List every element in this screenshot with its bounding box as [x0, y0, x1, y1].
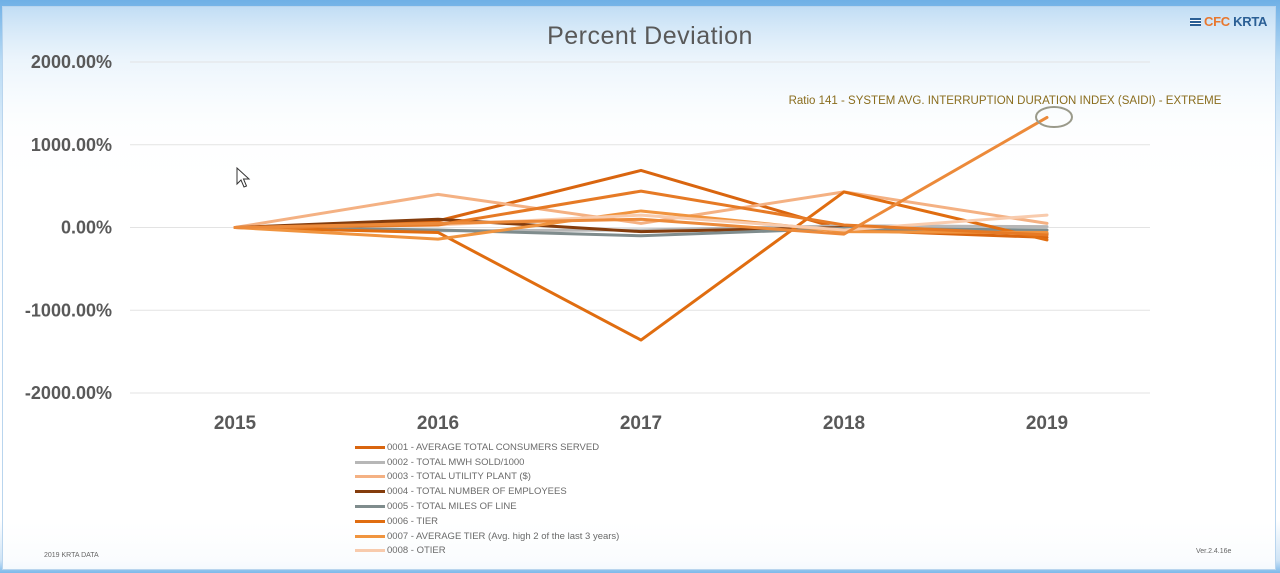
legend-item: 0006 - TIER	[355, 514, 619, 529]
legend-label: 0008 - OTIER	[387, 545, 446, 557]
legend-swatch	[355, 475, 385, 479]
series-line	[233, 190, 1049, 342]
legend-swatch	[355, 534, 385, 538]
series-line	[233, 190, 1049, 229]
y-tick-label: -1000.00%	[25, 300, 112, 320]
legend-item: 0005 - TOTAL MILES OF LINE	[355, 499, 619, 514]
chart-legend: 0001 - AVERAGE TOTAL CONSUMERS SERVED 000…	[355, 440, 619, 558]
saidi-annotation: Ratio 141 - SYSTEM AVG. INTERRUPTION DUR…	[789, 95, 1222, 107]
x-tick-label: 2015	[214, 413, 257, 434]
y-tick-label: -2000.00%	[25, 383, 112, 403]
highlight-circle	[1035, 106, 1073, 128]
logo-krta-text: KRTA	[1229, 14, 1268, 29]
legend-swatch	[355, 445, 385, 449]
series-lines	[233, 115, 1049, 342]
x-tick-label: 2017	[620, 413, 662, 434]
version-label: Ver.2.4.16e	[1196, 548, 1232, 555]
legend-item: 0002 - TOTAL MWH SOLD/1000	[355, 455, 619, 470]
cfc-krta-logo: CFC KRTA	[1190, 14, 1267, 29]
legend-label: 0007 - AVERAGE TIER (Avg. high 2 of the …	[387, 530, 620, 542]
flag-icon	[1190, 18, 1201, 26]
data-source-label: 2019 KRTA DATA	[44, 552, 99, 559]
y-tick-label: 0.00%	[61, 218, 112, 238]
mouse-cursor-icon	[236, 166, 251, 188]
logo-cfc-text: CFC	[1204, 14, 1230, 29]
legend-label: 0003 - TOTAL UTILITY PLANT ($)	[387, 471, 531, 483]
legend-swatch	[355, 490, 385, 494]
legend-swatch	[355, 460, 385, 464]
legend-item: 0003 - TOTAL UTILITY PLANT ($)	[355, 470, 619, 485]
y-axis-ticks: 2000.00% 1000.00% 0.00% -1000.00% -2000.00%	[25, 52, 112, 403]
legend-label: 0005 - TOTAL MILES OF LINE	[387, 501, 517, 513]
y-tick-label: 1000.00%	[31, 135, 112, 155]
legend-swatch	[355, 519, 385, 523]
series-line	[233, 209, 1049, 241]
y-tick-label: 2000.00%	[31, 52, 112, 72]
legend-label: 0002 - TOTAL MWH SOLD/1000	[387, 456, 525, 468]
legend-label: 0006 - TIER	[387, 515, 439, 527]
chart-panel	[2, 6, 1276, 570]
legend-label: 0004 - TOTAL NUMBER OF EMPLOYEES	[387, 486, 567, 498]
legend-item: 0001 - AVERAGE TOTAL CONSUMERS SERVED	[355, 440, 619, 455]
series-line	[233, 115, 1049, 236]
x-tick-label: 2016	[417, 413, 459, 434]
legend-item: 0007 - AVERAGE TIER (Avg. high 2 of the …	[355, 529, 619, 544]
legend-item: 0004 - TOTAL NUMBER OF EMPLOYEES	[355, 484, 619, 499]
legend-item: 0008 - OTIER	[355, 544, 619, 559]
legend-swatch	[355, 549, 385, 553]
x-tick-label: 2018	[823, 413, 865, 434]
chart-title: Percent Deviation	[547, 22, 753, 50]
legend-swatch	[355, 505, 385, 509]
legend-label: 0001 - AVERAGE TOTAL CONSUMERS SERVED	[387, 441, 600, 453]
x-tick-label: 2019	[1026, 413, 1068, 434]
x-axis-ticks: 2015 2016 2017 2018 2019	[214, 413, 1068, 434]
